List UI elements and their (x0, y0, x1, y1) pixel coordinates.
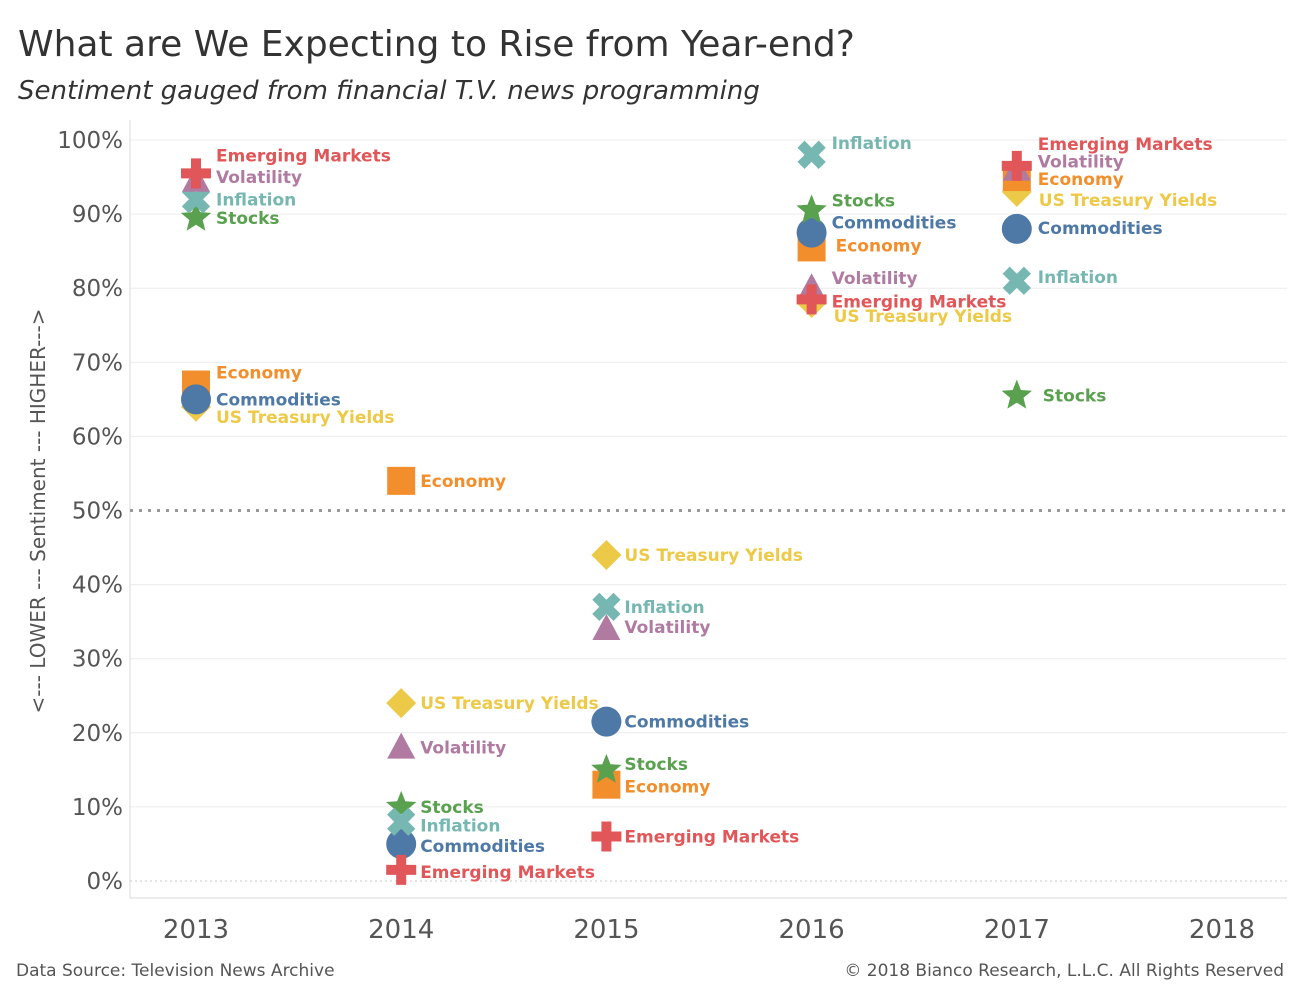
point-stocks-2017 (1001, 379, 1032, 409)
data-label-commodities-2013: Commodities (216, 390, 341, 410)
point-emerging-markets-2013 (181, 158, 211, 189)
point-commodities-2017 (1001, 213, 1032, 244)
data-label-economy-2014: Economy (420, 472, 506, 492)
point-economy-2014 (387, 466, 416, 495)
data-label-emerging-markets-2015: Emerging Markets (624, 828, 799, 848)
y-tick-label: 50% (72, 499, 123, 525)
data-label-volatility-2013: Volatility (216, 168, 302, 188)
y-tick-label: 100% (57, 128, 123, 154)
data-label-inflation-2013: Inflation (216, 190, 296, 210)
data-label-commodities-2017: Commodities (1038, 219, 1163, 239)
point-emerging-markets-2017 (1001, 150, 1032, 181)
data-label-commodities-2016: Commodities (832, 214, 957, 234)
point-inflation-2013 (181, 185, 211, 214)
x-tick-label: 2014 (368, 915, 434, 945)
y-tick-label: 20% (72, 721, 123, 747)
point-stocks-2013 (180, 201, 212, 231)
data-label-volatility-2017: Volatility (1038, 153, 1124, 173)
y-tick-label: 90% (72, 202, 123, 228)
data-label-commodities-2014: Commodities (420, 837, 545, 857)
data-label-volatility-2015: Volatility (624, 618, 710, 638)
point-commodities-2014 (386, 828, 417, 859)
point-stocks-2015 (591, 753, 622, 783)
y-tick-label: 0% (87, 869, 124, 895)
data-label-inflation-2016: Inflation (832, 134, 912, 154)
data-label-emerging-markets-2016: Emerging Markets (832, 292, 1007, 312)
x-tick-label: 2017 (984, 915, 1050, 945)
point-emerging-markets-2015 (591, 821, 622, 852)
point-volatility-2015 (592, 614, 621, 641)
data-label-stocks-2015: Stocks (624, 755, 688, 775)
data-label-emerging-markets-2017: Emerging Markets (1038, 135, 1213, 155)
x-tick-label: 2015 (573, 915, 639, 945)
y-tick-label: 40% (72, 573, 123, 599)
y-axis-title: <--- LOWER --- Sentiment --- HIGHER---> (26, 309, 50, 714)
data-label-stocks-2014: Stocks (420, 798, 484, 818)
data-source-note: Data Source: Television News Archive (16, 961, 335, 981)
x-tick-label: 2018 (1189, 915, 1255, 945)
data-label-volatility-2014: Volatility (420, 739, 506, 759)
data-label-us-treasury-yields-2013: US Treasury Yields (216, 408, 394, 428)
scatter-chart: 0% 10% 20% 30% 40% 50% 60% 70% 80% 90% 100% 2013 201… (26, 120, 1287, 945)
point-commodities-2015 (591, 706, 622, 737)
chart-title: What are We Expecting to Rise from Year-… (18, 24, 855, 65)
data-label-us-treasury-yields-2016: US Treasury Yields (834, 307, 1012, 327)
data-label-commodities-2015: Commodities (624, 713, 749, 733)
data-label-inflation-2015: Inflation (624, 598, 704, 618)
point-emerging-markets-2014 (386, 854, 417, 885)
data-label-economy-2017: Economy (1038, 170, 1124, 190)
data-label-emerging-markets-2013: Emerging Markets (216, 146, 391, 166)
data-label-stocks-2016: Stocks (832, 191, 896, 211)
data-label-inflation-2014: Inflation (420, 817, 500, 837)
y-tick-label: 10% (72, 795, 123, 821)
data-label-stocks-2013: Stocks (216, 209, 280, 229)
point-us-treasury-yields-2015 (591, 539, 622, 570)
data-label-volatility-2016: Volatility (832, 269, 918, 289)
point-inflation-2016 (797, 140, 826, 169)
data-label-stocks-2017: Stocks (1043, 387, 1107, 407)
data-label-emerging-markets-2014: Emerging Markets (420, 863, 595, 883)
point-volatility-2014 (387, 732, 416, 759)
y-tick-label: 60% (72, 424, 123, 450)
data-label-economy-2013: Economy (216, 364, 302, 384)
point-commodities-2013 (181, 384, 211, 415)
point-commodities-2016 (796, 217, 827, 248)
point-us-treasury-yields-2014 (386, 688, 417, 719)
y-tick-label: 70% (72, 350, 123, 376)
data-label-us-treasury-yields-2015: US Treasury Yields (624, 546, 802, 566)
data-label-economy-2015: Economy (624, 778, 710, 798)
point-stocks-2014 (386, 790, 417, 820)
point-inflation-2015 (592, 592, 621, 621)
x-tick-label: 2013 (163, 915, 229, 945)
point-inflation-2017 (1002, 266, 1031, 295)
point-stocks-2016 (796, 194, 827, 224)
data-label-economy-2016: Economy (836, 236, 922, 256)
data-label-inflation-2017: Inflation (1038, 268, 1118, 288)
data-label-us-treasury-yields-2014: US Treasury Yields (420, 694, 598, 714)
point-emerging-markets-2016 (796, 284, 827, 315)
y-tick-label: 80% (72, 276, 123, 302)
x-tick-label: 2016 (779, 915, 845, 945)
y-tick-label: 30% (72, 647, 123, 673)
point-inflation-2014 (387, 807, 416, 836)
data-label-us-treasury-yields-2017: US Treasury Yields (1039, 191, 1217, 211)
chart-subtitle: Sentiment gauged from financial T.V. new… (18, 76, 760, 106)
copyright-note: © 2018 Bianco Research, L.L.C. All Right… (844, 961, 1284, 981)
